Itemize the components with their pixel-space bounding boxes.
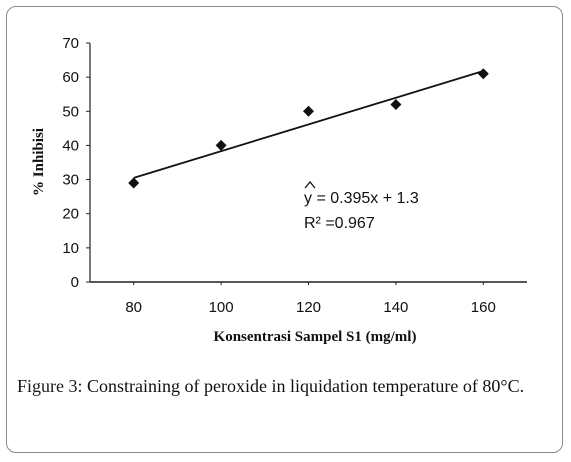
y-hat-mark [304,180,316,189]
caption-label: Figure 3: [17,376,83,396]
y-tick-label: 70 [62,35,79,52]
figure-frame [6,6,563,453]
caption-text: Constraining of peroxide in liquidation … [82,376,525,396]
data-point [215,139,227,151]
regression-annotation: y = 0.395x + 1.3 R² =0.967 [304,180,419,232]
data-point [303,105,314,117]
x-tick-label: 140 [383,299,408,316]
r-squared: R² =0.967 [304,215,375,232]
regression-equation: y = 0.395x + 1.3 [304,190,419,207]
y-axis-title: % Inhibisi [31,128,47,196]
data-point [128,177,140,189]
trendline [133,70,484,179]
x-tick-label: 120 [296,299,321,316]
x-tick-label: 160 [471,299,496,316]
figure-caption: Figure 3: Constraining of peroxide in li… [17,374,553,398]
y-tick-label: 10 [62,240,79,257]
x-tick-label: 100 [209,299,234,316]
x-axis-title: Konsentrasi Sampel S1 (mg/ml) [214,329,417,345]
data-point [390,98,402,110]
y-tick-label: 30 [62,172,79,189]
y-tick-label: 40 [62,137,79,154]
y-tick-label: 60 [62,69,79,86]
y-tick-label: 20 [62,206,79,223]
data-point [477,68,489,80]
x-tick-label: 80 [125,299,142,316]
y-tick-label: 50 [62,103,79,120]
y-tick-label: 0 [71,274,79,291]
